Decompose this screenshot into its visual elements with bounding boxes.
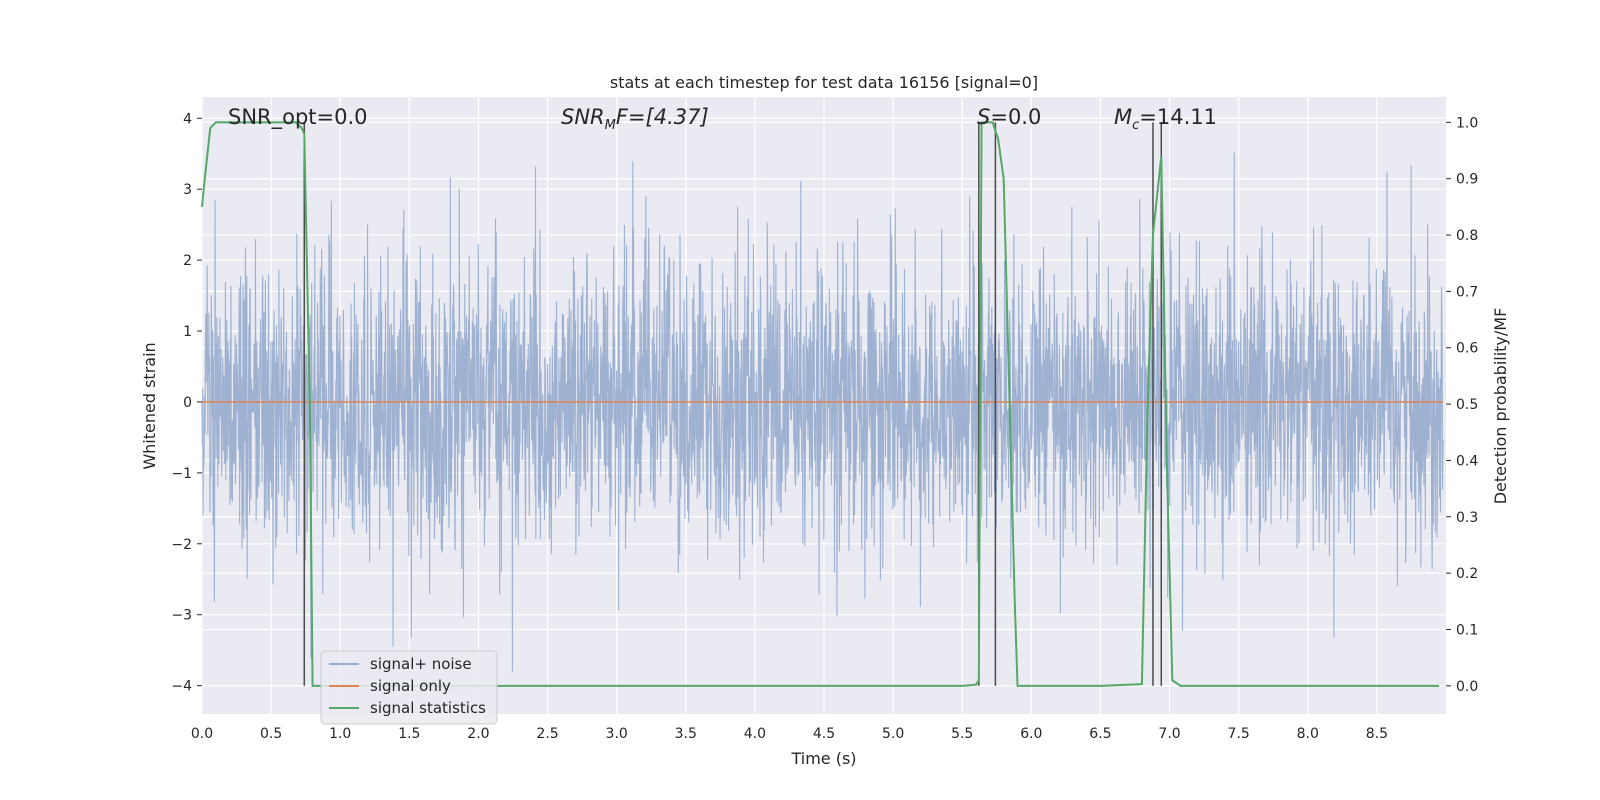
series-signal-statistics (201, 121, 1440, 687)
y-right-tick-labels: 1.0 0.9 0.8 0.7 0.6 0.5 0.4 0.3 0.2 0.1 0.0 (1446, 115, 1478, 695)
x-tick-label: 8.0 (1297, 726, 1319, 742)
legend-label-signal-plus-noise: signal+ noise (370, 655, 472, 673)
x-tick-label: 7.0 (1158, 726, 1180, 742)
x-tick-label: 4.0 (744, 726, 766, 742)
y-right-tick-label: 0.3 (1456, 510, 1478, 526)
x-tick-label: 0.0 (191, 726, 213, 742)
y-right-tick-label: 0.9 (1456, 172, 1478, 188)
y-tick-label: −1 (171, 466, 192, 482)
legend-label-signal-statistics: signal statistics (370, 699, 486, 717)
x-tick-labels: 0.0 0.5 1.0 1.5 2.0 2.5 3.0 3.5 4.0 4.5 5.0 5.5 6.0 6… (191, 726, 1388, 742)
noise-trace (201, 152, 1444, 672)
y-tick-label: −3 (171, 608, 192, 624)
y-tick-label: −2 (171, 537, 192, 553)
y-axis-label: Whitened strain (140, 342, 159, 469)
annotation-snr-mf: SNRMF=[4.37] (561, 105, 709, 133)
y-tick-label: 3 (183, 182, 192, 198)
y-right-tick-label: 1.0 (1456, 115, 1478, 131)
y-tick-label: 1 (183, 324, 192, 340)
x-tick-label: 6.0 (1020, 726, 1042, 742)
x-tick-label: 0.5 (260, 726, 282, 742)
y-right-tick-label: 0.8 (1456, 228, 1478, 244)
y-right-tick-label: 0.2 (1456, 566, 1478, 582)
x-tick-label: 5.0 (882, 726, 904, 742)
y-right-tick-label: 0.6 (1456, 341, 1478, 357)
x-tick-label: 3.5 (675, 726, 697, 742)
legend-label-signal-only: signal only (370, 677, 451, 695)
x-tick-label: 4.5 (813, 726, 835, 742)
x-tick-label: 6.5 (1089, 726, 1111, 742)
annotation-s: S=0.0 (977, 105, 1041, 129)
series-signal-plus-noise (201, 152, 1444, 672)
y-tick-labels: 4 3 2 1 0 −1 −2 −3 −4 (171, 111, 202, 695)
annotation-snr-opt: SNR_opt=0.0 (228, 105, 368, 130)
y-right-tick-label: 0.5 (1456, 397, 1478, 413)
legend-box (320, 650, 498, 725)
y-tick-label: −4 (171, 679, 192, 695)
y-tick-label: 0 (183, 395, 192, 411)
chart-title: stats at each timestep for test data 161… (610, 73, 1038, 92)
x-tick-label: 2.5 (536, 726, 558, 742)
legend: signal+ noise signal only signal statist… (320, 650, 498, 725)
x-tick-label: 7.5 (1228, 726, 1250, 742)
y-tick-label: 4 (183, 111, 192, 127)
x-axis-label: Time (s) (790, 749, 856, 768)
x-tick-label: 8.5 (1366, 726, 1388, 742)
x-tick-label: 2.0 (467, 726, 489, 742)
x-tick-label: 3.0 (606, 726, 628, 742)
y-right-tick-label: 0.7 (1456, 284, 1478, 300)
y-right-axis-label: Detection probability/MF (1491, 308, 1510, 505)
x-tick-label: 1.5 (398, 726, 420, 742)
y-right-tick-label: 0.1 (1456, 622, 1478, 638)
y-right-tick-label: 0.0 (1456, 679, 1478, 695)
y-tick-label: 2 (183, 253, 192, 269)
x-tick-label: 1.0 (329, 726, 351, 742)
x-tick-label: 5.5 (951, 726, 973, 742)
annotation-mc: Mc=14.11 (1114, 105, 1217, 133)
y-right-tick-label: 0.4 (1456, 453, 1478, 469)
